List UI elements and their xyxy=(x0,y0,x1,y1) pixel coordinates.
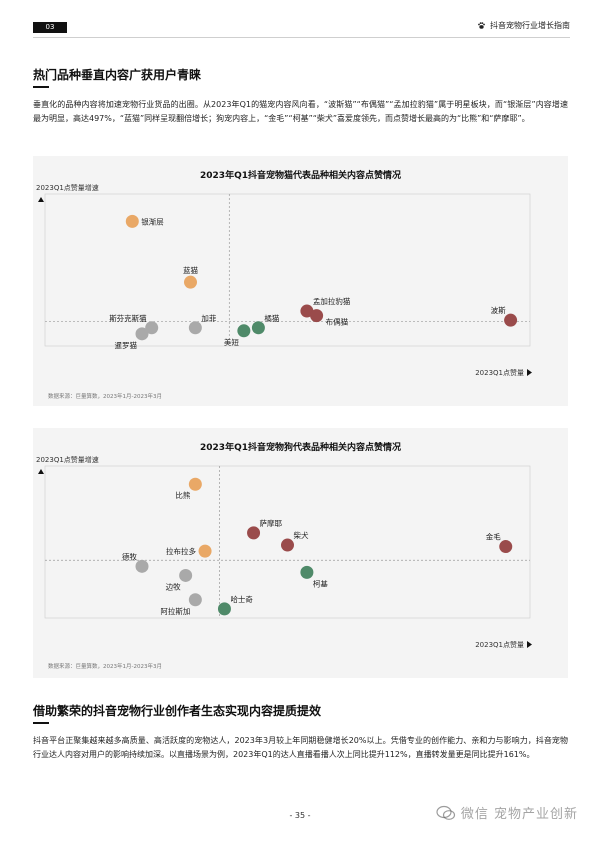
section-paragraph: 垂直化的品种内容将加速宠物行业货品的出圈。从2023年Q1的猫宠内容风向看，“波… xyxy=(33,100,568,123)
data-point-marker xyxy=(217,602,231,616)
section-number-badge: 03 xyxy=(33,22,67,33)
data-point-label: 暹罗猫 xyxy=(115,340,138,350)
data-point-label: 比熊 xyxy=(175,490,190,500)
data-point-label: 德牧 xyxy=(122,551,137,561)
data-point-label: 银渐层 xyxy=(141,216,164,226)
data-point-marker xyxy=(499,540,513,554)
data-point-marker xyxy=(188,321,202,335)
cat-chart-panel: 2023年Q1抖音宠物猫代表品种相关内容点赞情况 2023Q1点赞量增速 2023… xyxy=(33,156,568,406)
data-point-marker xyxy=(300,304,314,318)
data-point-label: 哈士奇 xyxy=(230,594,253,604)
data-point-marker xyxy=(188,593,202,607)
data-point-marker xyxy=(198,544,212,558)
page-number: - 35 - xyxy=(289,811,311,820)
section-heading: 热门品种垂直内容广获用户青睐 xyxy=(33,68,202,82)
x-axis-arrow-icon xyxy=(527,641,532,648)
data-point-label: 波斯 xyxy=(491,305,506,315)
data-point-label: 柯基 xyxy=(313,578,328,588)
y-axis-arrow-icon xyxy=(38,469,44,474)
y-axis-arrow-icon xyxy=(38,197,44,202)
x-axis-label: 2023Q1点赞量 xyxy=(475,640,524,649)
data-point-label: 柴犬 xyxy=(294,530,309,540)
data-point-label: 布偶猫 xyxy=(326,317,349,327)
paw-icon xyxy=(478,22,485,29)
data-point-label: 萨摩耶 xyxy=(260,518,283,528)
data-point-marker xyxy=(300,565,314,579)
x-axis-arrow-icon xyxy=(527,369,532,376)
report-title-text: 抖音宠物行业增长指南 xyxy=(490,21,570,30)
data-point-marker xyxy=(135,559,149,573)
section-heading: 借助繁荣的抖音宠物行业创作者生态实现内容提质提效 xyxy=(33,704,322,718)
data-point-label: 美短 xyxy=(224,337,239,347)
data-point-label: 加菲 xyxy=(201,313,216,323)
data-point-marker xyxy=(310,309,324,323)
data-point-marker xyxy=(135,327,149,341)
y-axis-label: 2023Q1点赞量增速 xyxy=(36,183,99,192)
header-report-title: 抖音宠物行业增长指南 xyxy=(477,20,570,31)
plot-frame xyxy=(44,193,531,347)
data-point-label: 橘猫 xyxy=(264,313,279,323)
data-point-marker xyxy=(247,526,261,540)
data-point-marker xyxy=(125,214,139,228)
data-point-marker xyxy=(281,538,294,552)
data-point-marker xyxy=(145,321,159,335)
data-source-note: 数据来源：巨量算数，2023年1月-2023年3月 xyxy=(48,394,162,400)
data-point-marker xyxy=(179,568,193,582)
data-point-marker xyxy=(188,477,202,491)
plot-frame xyxy=(44,465,531,619)
data-point-marker xyxy=(504,313,518,327)
data-point-marker xyxy=(237,324,251,338)
data-point-label: 孟加拉豹猫 xyxy=(313,296,351,306)
x-axis-label: 2023Q1点赞量 xyxy=(475,368,524,377)
chart-title: 2023年Q1抖音宠物猫代表品种相关内容点赞情况 xyxy=(200,171,401,181)
section-heading-underline xyxy=(33,86,49,88)
header-divider xyxy=(33,37,570,38)
section-paragraph: 抖音平台正聚集越来越多高质量、高活跃度的宠物达人，2023年3月较上年同期稳健增… xyxy=(33,736,568,759)
data-point-label: 拉布拉多 xyxy=(166,546,196,556)
data-point-label: 蓝猫 xyxy=(183,265,198,275)
chart-title: 2023年Q1抖音宠物狗代表品种相关内容点赞情况 xyxy=(200,443,401,453)
data-point-label: 阿拉斯加 xyxy=(160,606,190,616)
wechat-watermark: 微信 宠物产业创新 xyxy=(436,803,578,822)
watermark-text: 微信 宠物产业创新 xyxy=(460,807,578,822)
y-axis-label: 2023Q1点赞量增速 xyxy=(36,455,99,464)
data-point-marker xyxy=(184,275,197,289)
data-point-marker xyxy=(251,321,265,335)
data-point-label: 斯芬克斯猫 xyxy=(109,313,147,323)
dog-chart-panel: 2023年Q1抖音宠物狗代表品种相关内容点赞情况 2023Q1点赞量增速 2023… xyxy=(33,428,568,678)
data-source-note: 数据来源：巨量算数，2023年1月-2023年3月 xyxy=(48,664,162,670)
section-heading-underline xyxy=(33,722,49,724)
data-point-label: 边牧 xyxy=(166,581,181,591)
wechat-icon xyxy=(436,805,455,820)
data-point-label: 金毛 xyxy=(486,532,501,542)
